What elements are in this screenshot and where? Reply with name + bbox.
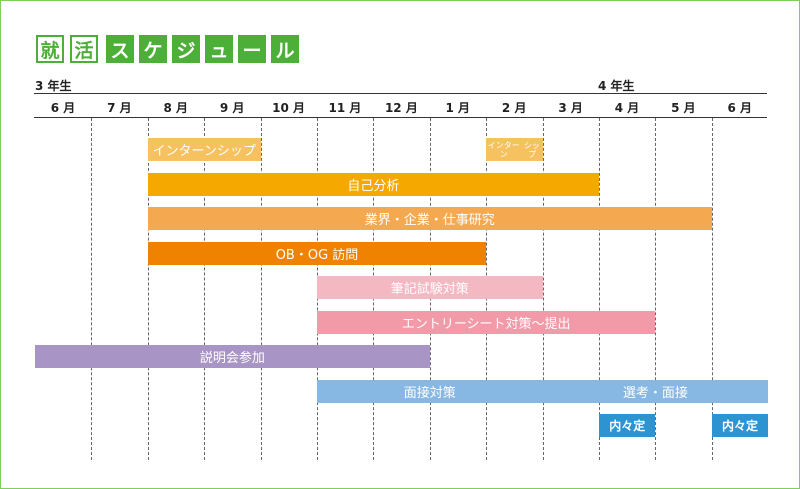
month-gridline	[91, 118, 92, 460]
month-gridline	[655, 118, 656, 460]
month-label: 11 月	[328, 101, 362, 115]
bar-written-test: 筆記試験対策	[317, 276, 543, 299]
title-char-outlined: 就	[36, 35, 64, 63]
month-label: 7 月	[107, 101, 132, 115]
month-gridline	[148, 118, 149, 460]
bar-interview-prep: 面接対策	[317, 379, 543, 403]
month-gridline	[204, 118, 205, 460]
title-char-outlined: 活	[70, 35, 98, 63]
year-label-3: 3 年生	[35, 79, 72, 93]
bar-info-session: 説明会参加	[35, 345, 430, 368]
month-gridline	[712, 118, 713, 460]
month-gridline	[599, 118, 600, 460]
month-label: 12 月	[384, 101, 418, 115]
month-label: 6 月	[50, 101, 76, 115]
bar-self-analysis: 自己分析	[147, 172, 599, 196]
month-label: 6 月	[727, 101, 753, 115]
month-label: 1 月	[445, 101, 471, 115]
title-char-filled: ス	[106, 35, 134, 63]
year-label-4: 4 年生	[598, 79, 635, 93]
month-label: 3 月	[558, 101, 583, 115]
month-label: 9 月	[219, 101, 245, 115]
axis-bottom-line	[34, 117, 767, 118]
axis-top-line	[34, 93, 767, 94]
bar-entry-sheet: エントリーシート対策〜提出	[317, 310, 656, 334]
bar-industry-research: 業界・企業・仕事研究	[147, 207, 712, 230]
month-label: 10 月	[272, 101, 306, 115]
month-gridline	[543, 118, 544, 460]
month-label: 4 月	[614, 101, 640, 115]
title-char-filled: ュ	[205, 35, 233, 63]
bar-intern-1: インターンシップ	[147, 138, 261, 161]
title-char-filled: ジ	[172, 35, 200, 63]
month-label: 2 月	[501, 101, 527, 115]
title-char-filled: ー	[238, 35, 266, 63]
bar-offer-1: 内々定	[599, 414, 656, 437]
bar-selection-interview: 選考・面接	[542, 379, 769, 403]
month-gridline	[261, 118, 262, 460]
bar-offer-2: 内々定	[711, 414, 769, 437]
month-label: 8 月	[163, 101, 189, 115]
bar-ob-og-visit: OB・OG 訪問	[147, 241, 487, 265]
title-char-filled: ル	[271, 35, 299, 63]
bar-intern-2: インターン シップ	[486, 138, 543, 161]
month-label: 5 月	[671, 101, 696, 115]
title-char-filled: ケ	[139, 35, 167, 63]
